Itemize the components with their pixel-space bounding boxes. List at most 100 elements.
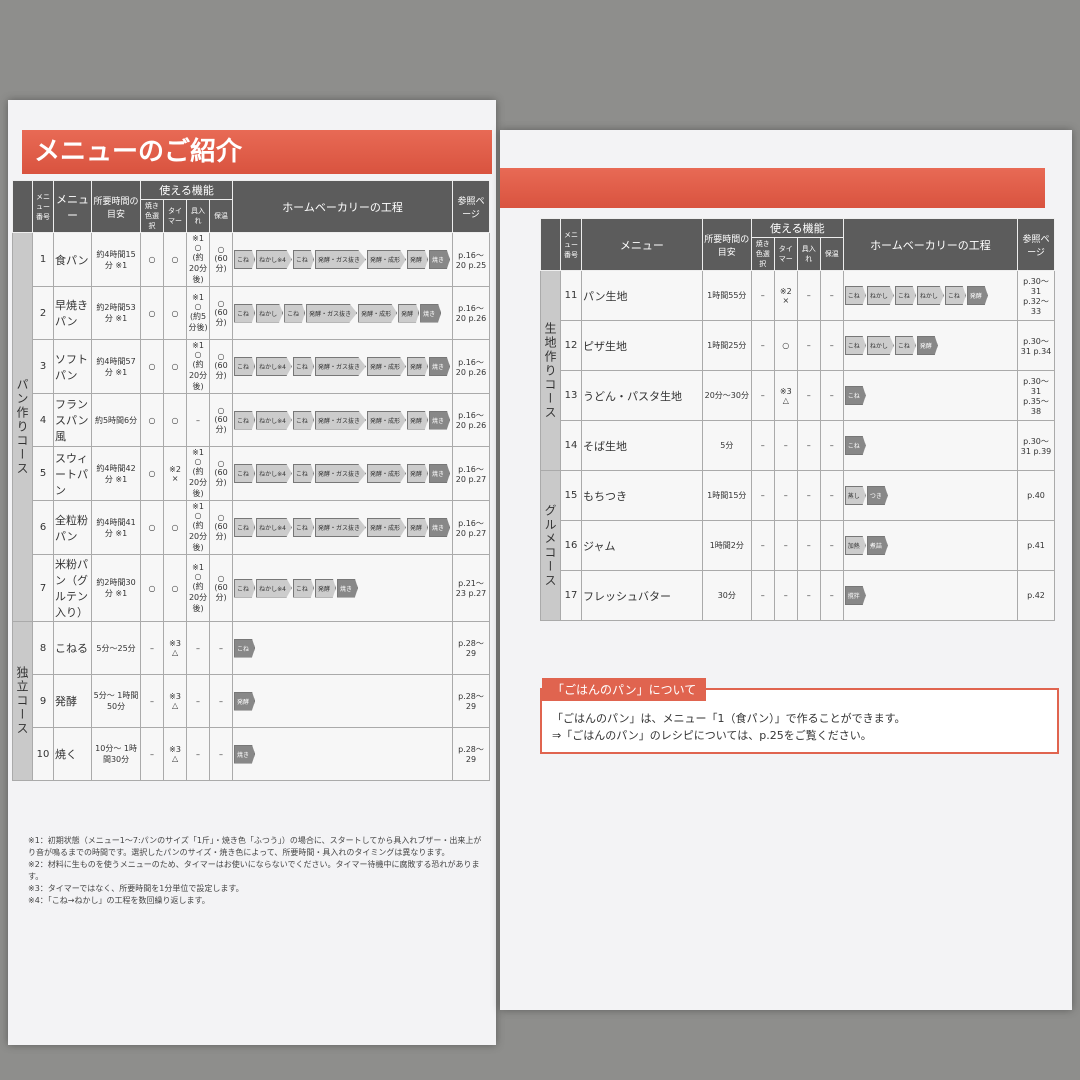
function-cell: – xyxy=(819,520,844,571)
process-step: 焼き xyxy=(428,518,450,537)
menu-number: 9 xyxy=(32,674,54,728)
function-cell: – xyxy=(773,470,798,521)
process-step: 発酵 xyxy=(406,410,428,430)
process-step: こね xyxy=(234,410,256,430)
process-step: こね xyxy=(944,286,966,305)
process-step: 発酵・成形 xyxy=(358,303,398,323)
process: こね ねかし こね 発酵・ガス抜き 発酵・成形 発酵 焼き xyxy=(232,286,453,340)
function-cell: – xyxy=(140,621,165,675)
function-cell: – xyxy=(750,570,775,621)
function-cell: ※3 △ xyxy=(163,727,188,781)
header-cell: タイマー xyxy=(773,237,798,271)
menu-name: そば生地 xyxy=(581,420,703,471)
function-cell: – xyxy=(186,674,211,728)
reference: p.16〜20 p.26 xyxy=(452,286,490,340)
header-cell: 焼き色選択 xyxy=(750,237,775,271)
time: 約2時間53分 ※1 xyxy=(91,286,142,340)
process: こね ねかし※4 こね 発酵・ガス抜き 発酵・成形 発酵 焼き xyxy=(232,393,453,447)
process-step: 発酵 xyxy=(406,464,428,483)
process-step: 撹拌 xyxy=(844,586,866,605)
function-cell: – xyxy=(796,570,821,621)
process-step: 発酵・ガス抜き xyxy=(314,250,366,269)
process-step: 発酵 xyxy=(916,336,938,355)
menu-name: 米粉パン（グルテン入り） xyxy=(52,554,93,622)
header-row: 焼き色選択 タイマー 具入れ 保温 xyxy=(541,237,1055,271)
header-cell: 保温 xyxy=(819,237,844,271)
reference: p.30〜31 p.34 xyxy=(1017,320,1055,371)
reference: p.28〜29 xyxy=(452,674,490,728)
process-step: こね xyxy=(894,336,916,355)
function-cell: ○ (60分) xyxy=(209,232,234,287)
time: 約5時間6分 xyxy=(91,393,142,447)
process: こね ねかし こね ねかし こね 発酵 xyxy=(842,270,1019,321)
menu-name: 焼く xyxy=(52,727,93,781)
menu-number: 12 xyxy=(560,320,582,371)
process-step: ねかし xyxy=(256,303,284,323)
function-cell: ○ xyxy=(163,286,188,340)
function-cell: – xyxy=(140,674,165,728)
process-step: こね xyxy=(234,518,256,537)
header-cell: メニュー番号 xyxy=(32,180,54,233)
time: 約2時間30分 ※1 xyxy=(91,554,142,622)
menu-table: メニュー番号 メニュー 所要時間の目安 使える機能 ホームベーカリーの工程 参照ページ 焼き… xyxy=(540,218,1055,621)
function-cell: ○ (60分) xyxy=(209,500,234,555)
process-step: ねかし※4 xyxy=(256,250,292,269)
menu-number: 10 xyxy=(32,727,54,781)
header-cell: ホームベーカリーの工程 xyxy=(842,218,1019,271)
time: 20分〜30分 xyxy=(701,370,752,421)
function-cell: ※3 △ xyxy=(163,674,188,728)
process-step: ねかし※4 xyxy=(256,464,292,483)
process-step: こね xyxy=(844,286,866,305)
reference: p.28〜29 xyxy=(452,727,490,781)
process-step: 発酵・ガス抜き xyxy=(306,303,358,323)
function-cell: – xyxy=(186,621,211,675)
header-cell xyxy=(12,180,33,233)
process-step: ねかし※4 xyxy=(256,410,292,430)
function-cell: – xyxy=(773,520,798,571)
process-step: 発酵 xyxy=(234,691,256,711)
time: 1時間2分 xyxy=(701,520,752,571)
menu-number: 4 xyxy=(32,393,54,447)
function-cell: ○ xyxy=(163,339,188,394)
header-cell: メニュー xyxy=(52,180,93,233)
reference: p.40 xyxy=(1017,470,1055,521)
reference: p.30〜31 p.32〜33 xyxy=(1017,270,1055,321)
function-cell: – xyxy=(819,420,844,471)
menu-number: 15 xyxy=(560,470,582,521)
menu-number: 11 xyxy=(560,270,582,321)
header-cell: 使える機能 xyxy=(750,218,844,238)
header-cell: ホームベーカリーの工程 xyxy=(232,180,453,233)
reference: p.30〜31 p.39 xyxy=(1017,420,1055,471)
function-cell: – xyxy=(209,621,234,675)
process: 加熱 煮詰 xyxy=(842,520,1019,571)
process-step: 発酵 xyxy=(406,250,428,269)
function-cell: – xyxy=(209,727,234,781)
function-cell: ○ xyxy=(140,393,165,447)
process-step: 焼き xyxy=(336,578,358,598)
function-cell: ○ (60分) xyxy=(209,339,234,394)
function-cell: ○ (60分) xyxy=(209,554,234,622)
menu-name: ピザ生地 xyxy=(581,320,703,371)
process-step: こね xyxy=(894,286,916,305)
process-step: 発酵・ガス抜き xyxy=(314,410,366,430)
group-label: グルメコース xyxy=(540,470,561,621)
process: こね ねかし※4 こね 発酵・ガス抜き 発酵・成形 発酵 焼き xyxy=(232,446,453,501)
process-step: 焼き xyxy=(234,744,256,764)
info-line: 「ごはんのパン」は、メニュー「1（食パン）」で作ることができます。 xyxy=(552,712,906,725)
menu-name: 早焼きパン xyxy=(52,286,93,340)
function-cell: ※1 ○ (約20分後) xyxy=(186,500,211,555)
function-cell: – xyxy=(209,674,234,728)
footnote: ※2：材料に生ものを使うメニューのため、タイマーはお使いにならないでください。タ… xyxy=(28,860,480,881)
left-page: メニューのご紹介 メニュー番号 メニュー 所要時間の目安 使える機能 ホームベーカリーの… xyxy=(8,100,496,1045)
process-step: 発酵・成形 xyxy=(366,357,406,376)
footnote: ※3：タイマーではなく、所要時間を1分単位で設定します。 xyxy=(28,884,244,893)
menu-number: 17 xyxy=(560,570,582,621)
function-cell: ○ xyxy=(163,232,188,287)
process: こね xyxy=(232,621,453,675)
menu-name: 食パン xyxy=(52,232,93,287)
info-box: 「ごはんのパン」について 「ごはんのパン」は、メニュー「1（食パン）」で作ること… xyxy=(540,678,1059,754)
function-cell: ○ xyxy=(140,339,165,394)
process-step: こね xyxy=(234,250,256,269)
footnotes: ※1：初期状態（メニュー1〜7:パンのサイズ「1斤」・焼き色「ふつう」）の場合に… xyxy=(28,835,488,907)
